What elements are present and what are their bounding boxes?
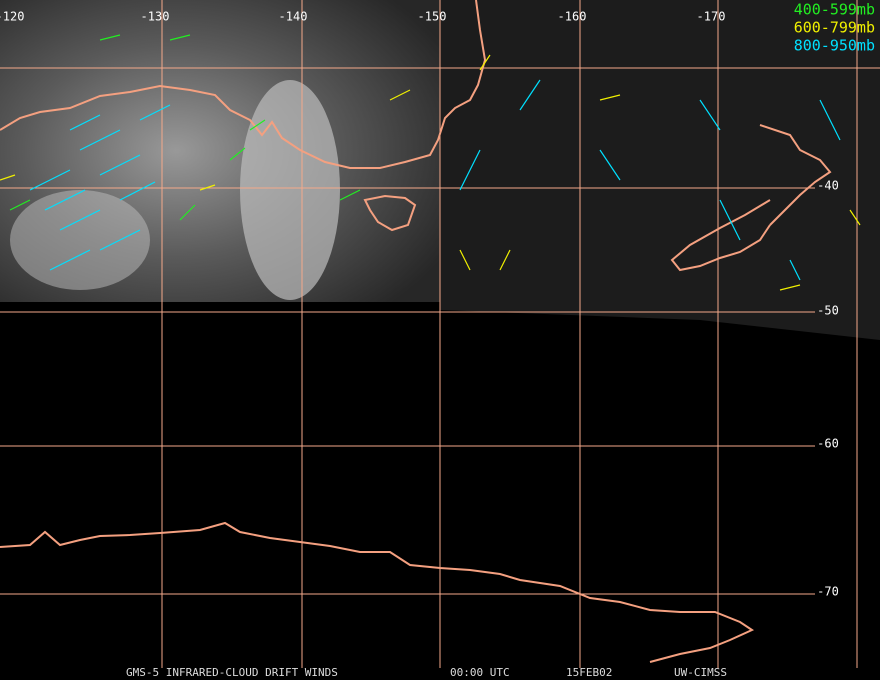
latitude-label: -40 xyxy=(817,179,839,193)
coastlines xyxy=(0,0,832,663)
longitude-label: -150 xyxy=(418,10,447,24)
wind-barb-800-950 xyxy=(29,79,841,281)
cloud-band xyxy=(10,190,150,290)
legend-entry: 800-950mb xyxy=(794,37,875,55)
legend-entry: 400-599mb xyxy=(794,1,875,19)
coastline xyxy=(759,124,832,226)
footer-source: UW-CIMSS xyxy=(674,666,727,679)
wind-barbs xyxy=(0,34,861,291)
longitude-label: -140 xyxy=(279,10,308,24)
longitude-label: -160 xyxy=(558,10,587,24)
coastline xyxy=(363,194,417,232)
footer-time: 00:00 UTC xyxy=(450,666,510,679)
wind-barb-400-599 xyxy=(9,34,361,221)
latitude-label: -70 xyxy=(817,585,839,599)
coastline xyxy=(670,199,771,272)
longitude-label: -170 xyxy=(697,10,726,24)
footer-date: 15FEB02 xyxy=(566,666,612,679)
latitude-label: -50 xyxy=(817,304,839,318)
cloud-band xyxy=(240,80,340,300)
legend-entry: 600-799mb xyxy=(794,19,875,37)
latitude-label: -60 xyxy=(817,437,839,451)
longitude-label: -120 xyxy=(0,10,24,24)
coastline xyxy=(0,521,755,663)
wind-barb-600-799 xyxy=(0,54,861,291)
coastline xyxy=(0,0,487,169)
footer-product: GMS-5 INFRARED-CLOUD DRIFT WINDS xyxy=(126,666,338,679)
longitude-label: -130 xyxy=(141,10,170,24)
